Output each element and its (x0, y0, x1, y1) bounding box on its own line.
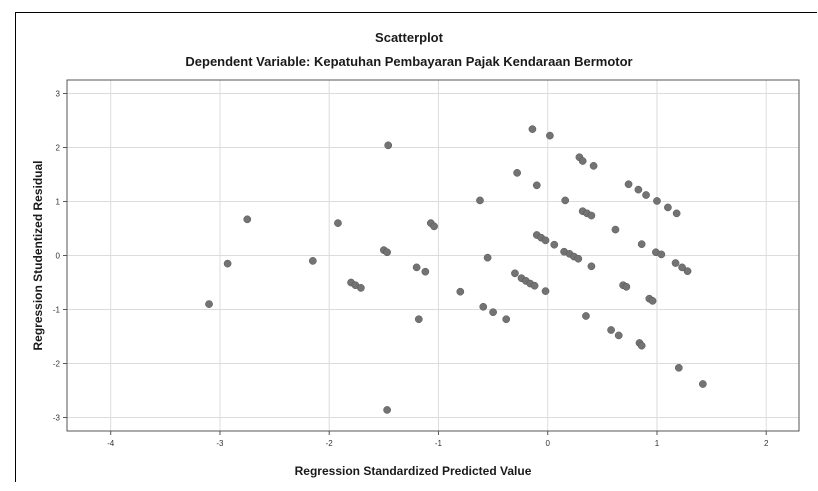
data-point (513, 169, 521, 177)
data-point (614, 331, 623, 340)
data-point (699, 380, 707, 388)
chart-title: Scatterplot (375, 30, 443, 45)
data-point (637, 341, 646, 350)
data-point (589, 162, 598, 170)
y-tick-label: -1 (53, 306, 61, 315)
data-point (648, 297, 657, 305)
data-point (607, 326, 615, 334)
data-point (384, 141, 393, 150)
data-point (611, 225, 620, 234)
data-point (587, 262, 596, 271)
data-point (683, 267, 692, 276)
data-point (671, 259, 680, 267)
data-point (383, 406, 391, 414)
data-point (334, 219, 342, 227)
data-point (574, 254, 583, 263)
data-point (637, 240, 646, 249)
y-tick-label: 1 (56, 198, 61, 207)
data-point (561, 196, 570, 205)
data-point (587, 211, 596, 220)
data-point (622, 282, 631, 291)
chart-frame (15, 12, 817, 482)
y-tick-label: -3 (53, 414, 61, 423)
data-point (357, 284, 365, 292)
data-point (383, 248, 391, 257)
chart-subtitle: Dependent Variable: Kepatuhan Pembayaran… (185, 54, 633, 69)
data-point (657, 250, 666, 259)
x-tick-label: -1 (435, 439, 443, 448)
data-point (674, 363, 683, 372)
x-axis-label: Regression Standardized Predicted Value (295, 464, 532, 478)
data-point (243, 215, 252, 224)
data-point (483, 253, 492, 262)
x-tick-label: -4 (107, 439, 115, 448)
data-point (430, 222, 438, 231)
data-point (642, 191, 650, 199)
data-point (414, 315, 423, 324)
x-tick-label: 0 (545, 439, 550, 448)
data-point (205, 300, 213, 308)
data-point (678, 263, 686, 272)
tick-layer: -4 -3 -2 -1 0 1 2 -3 -2 -1 0 1 2 3 (53, 90, 769, 449)
data-point (421, 267, 430, 276)
data-point (546, 131, 554, 140)
x-tick-label: -3 (216, 439, 224, 448)
data-point (489, 308, 497, 317)
data-point (541, 236, 550, 245)
data-point (634, 185, 643, 194)
y-axis-label: Regression Studentized Residual (31, 160, 45, 350)
point-layer (205, 125, 707, 414)
grid-layer (67, 80, 799, 431)
data-point (582, 312, 590, 320)
data-point (528, 125, 537, 133)
data-point (550, 240, 559, 249)
x-tick-label: 1 (655, 439, 660, 448)
x-tick-label: 2 (764, 439, 769, 448)
y-tick-label: 3 (56, 90, 61, 99)
data-point (412, 263, 421, 272)
data-point (624, 180, 633, 189)
data-point (511, 269, 519, 278)
x-tick-label: -2 (326, 439, 334, 448)
data-point (456, 287, 465, 296)
data-point (476, 196, 484, 205)
data-point (532, 181, 541, 190)
data-point (541, 287, 550, 295)
y-tick-label: 2 (56, 144, 61, 153)
y-tick-label: 0 (56, 252, 61, 261)
data-point (672, 209, 681, 218)
data-point (530, 281, 539, 290)
data-point (479, 302, 488, 311)
data-point (223, 259, 232, 268)
data-point (653, 197, 661, 205)
data-point (578, 157, 587, 165)
data-point (308, 257, 317, 265)
data-point (502, 315, 511, 324)
data-point (664, 203, 672, 212)
y-tick-label: -2 (53, 360, 61, 369)
